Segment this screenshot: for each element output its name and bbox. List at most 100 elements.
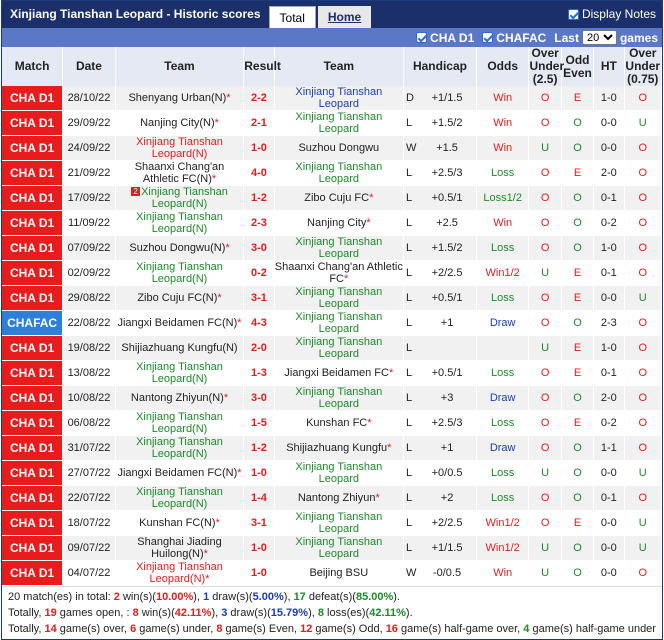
home-team[interactable]: Zibo Cuju FC(N)*	[115, 285, 245, 311]
match-score[interactable]: 4-3	[243, 310, 275, 336]
competition-badge[interactable]: CHA D1	[2, 110, 64, 136]
away-team[interactable]: Xinjiang Tianshan Leopard	[274, 510, 405, 536]
odd-even: E	[561, 335, 595, 361]
competition-badge[interactable]: CHA D1	[2, 210, 64, 236]
away-team[interactable]: Xinjiang Tianshan Leopard	[274, 160, 405, 186]
competition-badge[interactable]: CHA D1	[2, 510, 64, 536]
home-team[interactable]: 2 Xinjiang Tianshan Leopard(N)	[115, 185, 245, 211]
half-time-score: 0-0	[593, 110, 625, 136]
competition-badge[interactable]: CHA D1	[2, 260, 64, 286]
match-score[interactable]: 2-0	[243, 335, 275, 361]
away-team[interactable]: Xinjiang Tianshan Leopard	[274, 110, 405, 136]
competition-badge[interactable]: CHA D1	[2, 360, 64, 386]
odds-result: Win	[476, 86, 530, 111]
home-team[interactable]: Xinjiang Tianshan Leopard(N)*	[115, 560, 245, 586]
home-team[interactable]: Nanjing City(N)*	[115, 110, 245, 136]
competition-badge[interactable]: CHA D1	[2, 135, 64, 161]
competition-badge[interactable]: CHA D1	[2, 435, 64, 461]
display-notes-toggle[interactable]: Display Notes	[567, 7, 656, 21]
away-team[interactable]: Jiangxi Beidamen FC*	[274, 360, 405, 386]
match-score[interactable]: 3-0	[243, 385, 275, 411]
home-team[interactable]: Xinjiang Tianshan Leopard(N)	[115, 260, 245, 286]
competition-badge[interactable]: CHA D1	[2, 235, 64, 261]
checkbox-icon[interactable]	[482, 32, 494, 43]
odd-even: O	[561, 110, 595, 136]
home-team[interactable]: Suzhou Dongwu(N)*	[115, 235, 245, 261]
away-team[interactable]: Nanjing City*	[274, 210, 405, 236]
tab-total[interactable]: Total	[268, 6, 316, 28]
summary-text: 8	[132, 607, 139, 619]
match-score[interactable]: 2-3	[243, 210, 275, 236]
games-label: games	[619, 30, 658, 45]
competition-badge[interactable]: CHA D1	[2, 160, 64, 186]
match-score[interactable]: 1-0	[243, 535, 275, 561]
match-score[interactable]: 4-0	[243, 160, 275, 186]
away-team[interactable]: Nantong Zhiyun*	[274, 485, 405, 511]
away-team[interactable]: Suzhou Dongwu	[274, 135, 405, 161]
competition-badge[interactable]: CHA D1	[2, 485, 64, 511]
home-team[interactable]: Shaanxi Chang'an Athletic FC(N)*	[115, 160, 245, 186]
competition-badge[interactable]: CHA D1	[2, 560, 64, 586]
last-games-select[interactable]: 20	[581, 30, 617, 45]
away-team[interactable]: Kunshan FC*	[274, 410, 405, 436]
filter-cha-d1[interactable]: CHA D1	[416, 31, 474, 45]
home-team[interactable]: Shanghai Jiading Huilong(N)*	[115, 535, 245, 561]
match-score[interactable]: 1-0	[243, 460, 275, 486]
filter-chafac[interactable]: CHAFAC	[482, 31, 546, 45]
competition-badge[interactable]: CHA D1	[2, 410, 64, 436]
competition-badge[interactable]: CHA D1	[2, 285, 64, 311]
handicap-value: +0.5/1	[431, 367, 463, 379]
match-score[interactable]: 1-0	[243, 135, 275, 161]
match-score[interactable]: 1-4	[243, 485, 275, 511]
competition-badge[interactable]: CHA D1	[2, 385, 64, 411]
match-score[interactable]: 1-5	[243, 410, 275, 436]
away-team[interactable]: Xinjiang Tianshan Leopard	[274, 335, 405, 361]
home-team[interactable]: Xinjiang Tianshan Leopard(N)	[115, 410, 245, 436]
match-score[interactable]: 2-1	[243, 110, 275, 136]
summary-text: game(s) half-game over,	[397, 623, 524, 635]
match-score[interactable]: 1-2	[243, 185, 275, 211]
away-team[interactable]: Beijing BSU	[274, 560, 405, 586]
match-score[interactable]: 0-2	[243, 260, 275, 286]
tab-home[interactable]: Home	[317, 6, 372, 28]
away-team[interactable]: Xinjiang Tianshan Leopard	[274, 285, 405, 311]
competition-badge[interactable]: CHA D1	[2, 185, 64, 211]
away-team[interactable]: Xinjiang Tianshan Leopard	[274, 535, 405, 561]
competition-badge[interactable]: CHA D1	[2, 460, 64, 486]
competition-badge[interactable]: CHA D1	[2, 535, 64, 561]
away-team[interactable]: Xinjiang Tianshan Leopard	[274, 86, 405, 111]
match-score[interactable]: 1-2	[243, 435, 275, 461]
match-score[interactable]: 1-3	[243, 360, 275, 386]
home-team[interactable]: Xinjiang Tianshan Leopard(N)	[115, 435, 245, 461]
away-team[interactable]: Zibo Cuju FC*	[274, 185, 405, 211]
home-team[interactable]: Shenyang Urban(N)*	[115, 86, 245, 111]
match-score[interactable]: 1-0	[243, 560, 275, 586]
competition-badge[interactable]: CHA D1	[2, 86, 64, 111]
home-team[interactable]: Jiangxi Beidamen FC(N)*	[115, 310, 245, 336]
match-score[interactable]: 2-2	[243, 86, 275, 111]
checkbox-icon[interactable]	[416, 32, 428, 43]
home-team[interactable]: Nantong Zhiyun(N)*	[115, 385, 245, 411]
away-team-name: Xinjiang Tianshan Leopard	[295, 461, 383, 485]
competition-badge[interactable]: CHA D1	[2, 335, 64, 361]
home-team[interactable]: Xinjiang Tianshan Leopard(N)	[115, 360, 245, 386]
match-score[interactable]: 3-1	[243, 510, 275, 536]
match-score[interactable]: 3-0	[243, 235, 275, 261]
home-team[interactable]: Kunshan FC(N)*	[115, 510, 245, 536]
away-team[interactable]: Xinjiang Tianshan Leopard	[274, 385, 405, 411]
away-team[interactable]: Xinjiang Tianshan Leopard	[274, 310, 405, 336]
home-team[interactable]: Jiangxi Beidamen FC(N)*	[115, 460, 245, 486]
home-team[interactable]: Shijiazhuang Kungfu(N)	[115, 335, 245, 361]
home-team[interactable]: Xinjiang Tianshan Leopard(N)	[115, 210, 245, 236]
away-team[interactable]: Xinjiang Tianshan Leopard	[274, 460, 405, 486]
away-team[interactable]: Shaanxi Chang'an Athletic FC*	[274, 260, 405, 286]
over-under-075: O	[624, 135, 663, 161]
match-score[interactable]: 3-1	[243, 285, 275, 311]
checkbox-icon[interactable]	[567, 8, 579, 20]
away-team[interactable]: Shijiazhuang Kungfu*	[274, 435, 405, 461]
home-team[interactable]: Xinjiang Tianshan Leopard(N)	[115, 485, 245, 511]
home-team[interactable]: Xinjiang Tianshan Leopard(N)	[115, 135, 245, 161]
competition-badge[interactable]: CHAFAC	[2, 310, 64, 336]
table-row: CHA D1 11/09/22 Xinjiang Tianshan Leopard(…	[2, 210, 663, 236]
away-team[interactable]: Xinjiang Tianshan Leopard	[274, 235, 405, 261]
